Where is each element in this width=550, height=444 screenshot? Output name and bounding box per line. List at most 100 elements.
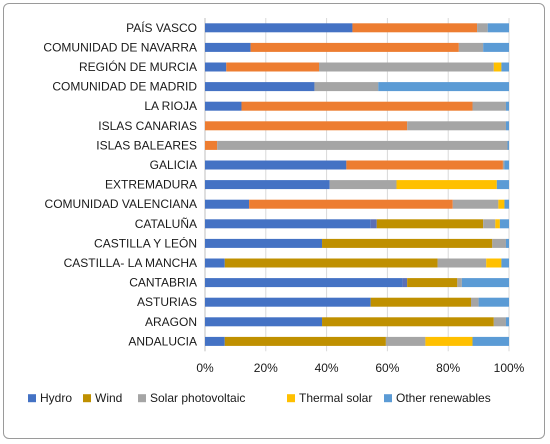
- bar-segment: [205, 278, 403, 288]
- bar-segment: [205, 238, 323, 248]
- x-tick-label: 100%: [494, 361, 525, 375]
- bar-segment: [205, 199, 250, 209]
- bar-segment: [205, 258, 225, 268]
- bar-segment: [376, 219, 484, 229]
- category-label: ISLAS BALEARES: [96, 138, 197, 152]
- bar-segment: [205, 42, 251, 52]
- category-label: ANDALUCIA: [128, 334, 197, 348]
- legend-swatch: [384, 394, 392, 403]
- x-tick-label: 40%: [315, 361, 339, 375]
- category-label: CASTILLA Y LEÓN: [94, 235, 197, 250]
- x-axis-ticks: 0% 20% 40% 60% 80% 100%: [196, 361, 524, 375]
- bar-segment: [241, 101, 473, 111]
- bar-segment: [452, 199, 499, 209]
- bar-segment: [492, 238, 506, 248]
- bar-segment: [205, 219, 371, 229]
- stacked-bar-chart: PAÍS VASCO COMUNIDAD DE NAVARRA REGIÓN DE …: [28, 18, 525, 405]
- category-label: LA RIOJA: [144, 99, 197, 113]
- bar-segment: [224, 336, 386, 346]
- x-tick-label: 0%: [196, 361, 214, 375]
- bar-segment: [329, 180, 397, 190]
- category-label: ARAGON: [145, 315, 197, 329]
- bar-segment: [501, 62, 509, 72]
- bar-segment: [217, 140, 508, 150]
- bar-segment: [226, 62, 319, 72]
- bar-segment: [493, 62, 502, 72]
- bar-segment: [499, 219, 509, 229]
- legend-label: Thermal solar: [299, 391, 372, 405]
- bar-segment: [477, 23, 488, 33]
- bar-segment: [322, 238, 493, 248]
- bar-segment: [205, 160, 347, 170]
- x-tick-label: 80%: [436, 361, 460, 375]
- category-label: ISLAS CANARIAS: [98, 119, 197, 133]
- bar-segment: [205, 121, 408, 131]
- bar-segment: [205, 23, 353, 33]
- bar-segment: [205, 101, 242, 111]
- category-label: COMUNIDAD DE NAVARRA: [43, 40, 197, 54]
- bar-segment: [205, 336, 225, 346]
- bar-segment: [496, 180, 509, 190]
- chart-frame: PAÍS VASCO COMUNIDAD DE NAVARRA REGIÓN DE …: [3, 3, 545, 439]
- bar-segment: [425, 336, 473, 346]
- legend-swatch: [138, 394, 146, 403]
- bar-segment: [471, 297, 479, 307]
- legend-label: Other renewables: [396, 391, 491, 405]
- category-label: GALICIA: [150, 158, 197, 172]
- category-label: CANTABRIA: [129, 276, 197, 290]
- bar-segment: [505, 238, 509, 248]
- bar-segment: [486, 258, 502, 268]
- category-label: COMUNIDAD DE MADRID: [52, 80, 197, 94]
- bar-segment: [437, 258, 487, 268]
- bar-segment: [205, 317, 323, 327]
- bars: [205, 23, 509, 346]
- bar-segment: [370, 219, 377, 229]
- bar-segment: [493, 317, 506, 327]
- bar-segment: [505, 121, 509, 131]
- bar-segment: [250, 42, 459, 52]
- bar-segment: [457, 278, 462, 288]
- legend-label: Wind: [95, 391, 122, 405]
- bar-segment: [205, 140, 218, 150]
- bar-segment: [319, 62, 494, 72]
- bar-segment: [483, 219, 496, 229]
- bar-segment: [205, 62, 227, 72]
- legend-swatch: [287, 394, 295, 403]
- bar-segment: [504, 160, 509, 170]
- bar-segment: [224, 258, 438, 268]
- bar-segment: [495, 219, 500, 229]
- bar-segment: [378, 82, 509, 92]
- bar-segment: [487, 23, 509, 33]
- legend-swatch: [28, 394, 36, 403]
- bar-segment: [505, 101, 509, 111]
- legend-label: Hydro: [40, 391, 72, 405]
- category-label: CASTILLA- LA MANCHA: [64, 256, 197, 270]
- bar-segment: [478, 297, 509, 307]
- legend: Hydro Wind Solar photovoltaic Thermal solar…: [28, 391, 491, 405]
- bar-segment: [505, 317, 509, 327]
- bar-segment: [407, 121, 506, 131]
- bar-segment: [346, 160, 503, 170]
- bar-segment: [205, 297, 371, 307]
- bar-segment: [322, 317, 494, 327]
- bar-segment: [402, 278, 408, 288]
- category-labels: PAÍS VASCO COMUNIDAD DE NAVARRA REGIÓN DE …: [43, 20, 197, 349]
- bar-segment: [396, 180, 497, 190]
- bar-segment: [483, 42, 509, 52]
- bar-segment: [461, 278, 509, 288]
- bar-segment: [507, 140, 509, 150]
- bar-segment: [472, 101, 506, 111]
- category-label: COMUNIDAD VALENCIANA: [45, 197, 197, 211]
- bar-segment: [458, 42, 484, 52]
- category-label: ASTURIAS: [137, 295, 197, 309]
- category-label: EXTREMADURA: [105, 178, 197, 192]
- legend-swatch: [83, 394, 91, 403]
- bar-segment: [249, 199, 453, 209]
- bar-segment: [352, 23, 478, 33]
- bar-segment: [407, 278, 458, 288]
- legend-label: Solar photovoltaic: [150, 391, 245, 405]
- bar-segment: [370, 297, 471, 307]
- category-label: PAÍS VASCO: [126, 20, 197, 35]
- bar-segment: [472, 336, 509, 346]
- bar-segment: [502, 160, 505, 170]
